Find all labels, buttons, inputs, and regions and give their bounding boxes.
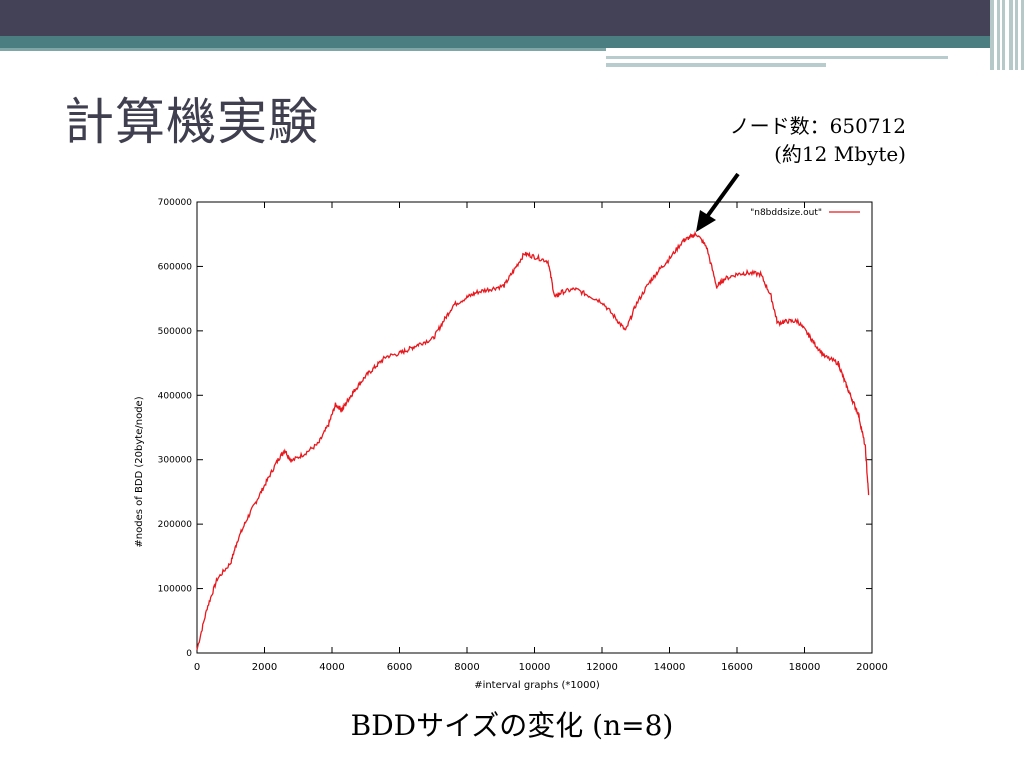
corner-decoration: [990, 0, 1024, 70]
x-tick-label: 20000: [856, 662, 888, 673]
y-tick-label: 200000: [158, 520, 193, 530]
y-tick-label: 400000: [158, 391, 193, 401]
header-accent-line: [0, 48, 606, 51]
x-tick-label: 12000: [586, 662, 618, 673]
decor-line: [606, 63, 826, 67]
peak-arrow-icon: [696, 172, 740, 232]
y-tick-label: 0: [186, 649, 192, 659]
header-accent-band: [0, 36, 1024, 48]
y-tick-label: 600000: [158, 262, 193, 272]
x-axis-label: #interval graphs (*1000): [474, 680, 600, 691]
x-tick-label: 0: [194, 662, 200, 673]
peak-annotation: ノード数：650712 (約12 Mbyte): [730, 112, 906, 168]
chart-caption: BDDサイズの変化 (n=8): [350, 709, 674, 742]
slide-title: 計算機実験: [64, 93, 319, 151]
x-tick-label: 16000: [721, 662, 753, 673]
annotation-size: (約12 Mbyte): [774, 142, 906, 166]
decor-line: [606, 56, 948, 59]
plot-frame: [196, 201, 873, 654]
series-line: [196, 230, 870, 650]
y-axis-label: #nodes of BDD (20byte/node): [134, 396, 145, 547]
x-tick-label: 2000: [252, 662, 277, 673]
x-tick-label: 18000: [789, 662, 821, 673]
x-tick-label: 4000: [319, 662, 344, 673]
annotation-node-count: ノード数：650712: [729, 114, 906, 138]
x-tick-label: 10000: [519, 662, 551, 673]
y-tick-label: 100000: [158, 585, 193, 595]
y-tick-label: 300000: [158, 456, 193, 466]
bdd-size-chart: 0 2000 4000 6000 8000 10000 12000 14000 16000 180…: [134, 198, 888, 691]
x-tick-label: 14000: [654, 662, 686, 673]
header-band: [0, 0, 1024, 36]
x-tick-label: 8000: [454, 662, 479, 673]
y-tick-label: 700000: [158, 198, 193, 208]
x-tick-label: 6000: [387, 662, 412, 673]
legend-label: "n8bddsize.out": [750, 208, 822, 218]
y-tick-label: 500000: [158, 327, 193, 337]
